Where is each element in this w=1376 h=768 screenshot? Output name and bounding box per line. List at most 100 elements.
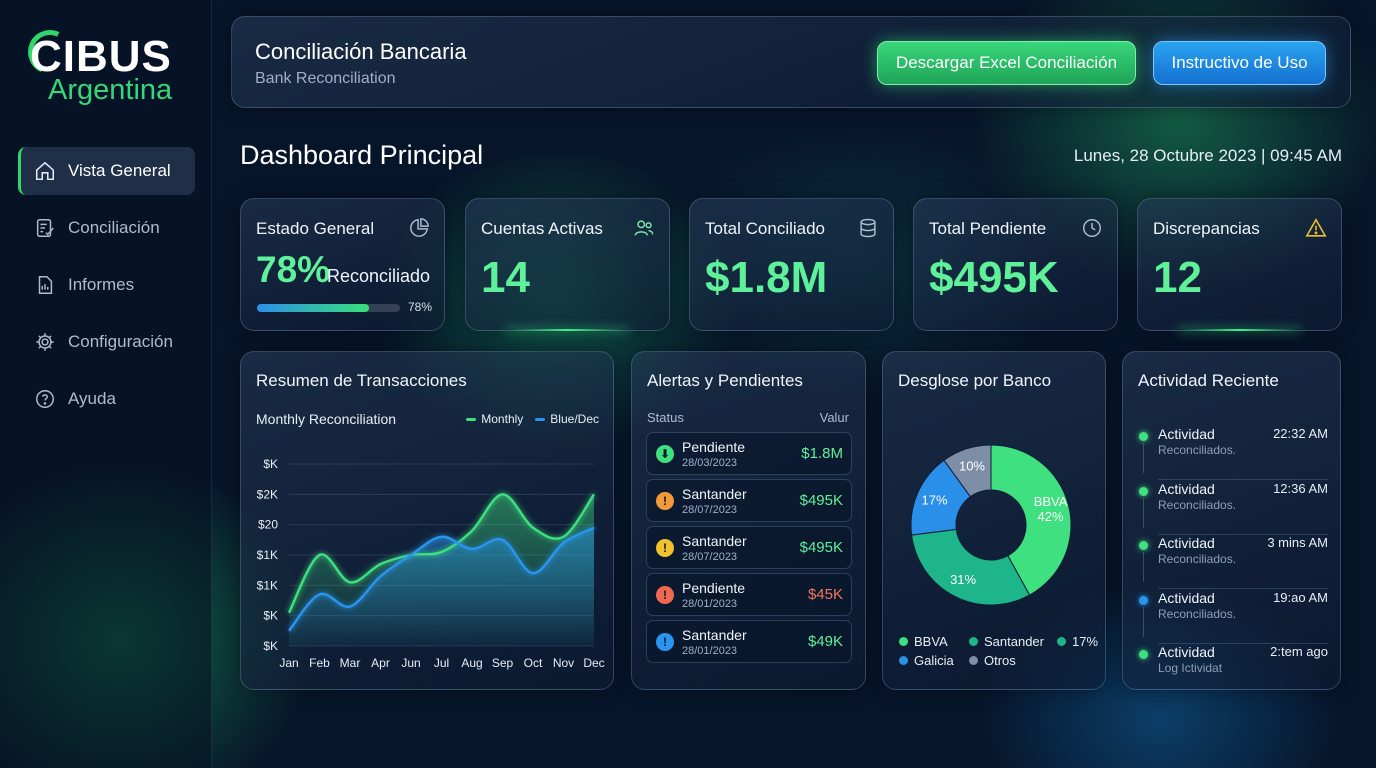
donut-slice-bbva[interactable]: [990, 444, 1072, 596]
alert-row[interactable]: ⬇ Pendiente 28/03/2023 $1.8M: [646, 432, 852, 475]
activity-time: 2:tem ago: [1270, 644, 1328, 659]
legend-item: Galicia: [899, 653, 954, 668]
series-line-monthly[interactable]: [287, 493, 595, 614]
y-tick-label: $K: [263, 639, 278, 653]
donut-slice-label: 31%: [950, 572, 976, 587]
alert-row[interactable]: ! Santander 28/07/2023 $495K: [646, 526, 852, 569]
donut-slice-santander[interactable]: [911, 528, 1031, 606]
donut-slice-label: 10%: [959, 459, 985, 474]
brand-logo[interactable]: CIBUS Argentina: [21, 23, 188, 110]
series-line-blue-dec[interactable]: [288, 526, 595, 632]
donut-slice-label: 17%: [922, 493, 948, 508]
help-icon: [36, 390, 54, 408]
kpi-card-discrepancias[interactable]: Discrepancias 12: [1137, 198, 1342, 331]
activity-time: 19:ao AM: [1273, 589, 1328, 605]
header-bar: Conciliación Bancaria Bank Reconciliatio…: [231, 16, 1351, 108]
activity-time: 3 mins AM: [1267, 535, 1328, 550]
activity-title: Actividad: [1158, 426, 1215, 442]
alert-date: 28/07/2023: [682, 504, 738, 516]
progress-bar: [257, 304, 400, 312]
divider: [1158, 479, 1328, 480]
activity-time: 22:32 AM: [1273, 426, 1328, 441]
status-dot: [1139, 486, 1148, 496]
pie-chart-icon: [410, 218, 429, 237]
legend-item-monthly[interactable]: Monthly: [466, 412, 523, 426]
sidebar-item-vista-general[interactable]: Vista General: [18, 147, 195, 195]
kpi-value: 14: [481, 253, 530, 302]
bank-breakdown-panel: Desglose por Banco BBVA 42% 31% 17% 10% BBVA…: [882, 351, 1106, 690]
activity-item[interactable]: Actividad Log Ictividat 2:tem ago: [1123, 644, 1342, 698]
timeline-line: [1143, 443, 1144, 473]
alerts-table-header: Status Valur: [647, 410, 849, 425]
y-tick-label: $2K: [257, 487, 278, 501]
card-glow: [506, 329, 629, 331]
status-dot: [1139, 432, 1148, 441]
divider: [1158, 588, 1328, 589]
activity-item[interactable]: Actividad Reconciliados. 19:ao AM: [1123, 590, 1342, 644]
activity-item[interactable]: Actividad Reconciliados. 3 mins AM: [1123, 535, 1342, 589]
legend-item-blue-dec[interactable]: Blue/Dec: [535, 412, 599, 426]
x-tick-label: Mar: [340, 656, 361, 670]
kpi-card-total-pendiente[interactable]: Total Pendiente $495K: [913, 198, 1118, 331]
alert-value: $495K: [799, 492, 843, 509]
y-tick-label: $1K: [257, 578, 278, 592]
activity-item[interactable]: Actividad Reconciliados. 12:36 AM: [1123, 481, 1342, 535]
sidebar-item-ayuda[interactable]: Ayuda: [18, 375, 195, 423]
kpi-label: Total Conciliado: [705, 219, 826, 238]
panel-title: Alertas y Pendientes: [647, 371, 803, 390]
kpi-card-estado-general[interactable]: Estado General 78% Reconciliado 78%: [240, 198, 445, 331]
sidebar-item-informes[interactable]: Informes: [18, 261, 195, 309]
y-tick-label: $K: [263, 609, 278, 623]
alert-date: 28/03/2023: [682, 457, 738, 469]
x-tick-label: Jun: [401, 656, 420, 670]
home-icon: [35, 161, 55, 181]
status-dot: [1139, 541, 1148, 550]
donut-slice-label: BBVA: [1034, 494, 1068, 509]
alert-name: Santander: [682, 627, 747, 643]
alert-name: Pendiente: [682, 439, 746, 455]
page-title: Dashboard Principal: [240, 140, 484, 170]
chart-subtitle: Monthly Reconciliation: [256, 411, 397, 427]
instructions-button[interactable]: Instructivo de Uso: [1153, 41, 1326, 85]
series-area-blue-dec: [289, 527, 594, 646]
card-glow: [1178, 329, 1301, 331]
alert-row[interactable]: ! Santander 28/07/2023 $495K: [646, 479, 852, 522]
sidebar-item-conciliacion[interactable]: Conciliación: [18, 204, 195, 252]
kpi-card-total-conciliado[interactable]: Total Conciliado $1.8M: [689, 198, 894, 331]
timeline-line: [1143, 497, 1144, 528]
donut-slice-otros[interactable]: [943, 444, 992, 498]
alert-name: Santander: [682, 486, 747, 502]
alert-row[interactable]: ! Pendiente 28/01/2023 $45K: [646, 573, 852, 616]
x-tick-label: Nov: [553, 656, 574, 670]
transactions-panel: Resumen de Transacciones Monthly Reconci…: [240, 351, 614, 690]
x-tick-label: Oct: [524, 656, 543, 670]
activity-title: Actividad: [1158, 589, 1215, 606]
sidebar-item-configuracion[interactable]: Configuración: [18, 318, 195, 366]
activity-title: Actividad: [1158, 644, 1215, 660]
y-tick-label: $K: [263, 457, 278, 471]
alert-value: $45K: [807, 586, 843, 603]
x-tick-label: Apr: [371, 656, 390, 670]
activity-title: Actividad: [1158, 480, 1215, 497]
legend-item: Santander: [969, 634, 1044, 649]
status-dot: [1139, 650, 1148, 659]
alert-row[interactable]: ! Santander 28/01/2023 $49K: [646, 620, 852, 663]
kpi-value: $495K: [929, 253, 1059, 302]
activity-subtitle: Reconciliados.: [1158, 552, 1237, 566]
sidebar-item-label: Conciliación: [68, 218, 160, 237]
x-tick-label: Feb: [309, 656, 330, 670]
download-excel-button[interactable]: Descargar Excel Conciliación: [877, 41, 1136, 85]
chart-legend: Monthly Blue/Dec: [466, 412, 599, 426]
sidebar-item-label: Ayuda: [68, 389, 116, 408]
column-header-status: Status: [647, 410, 684, 425]
legend-item: 17%: [1057, 634, 1098, 649]
x-tick-label: Jul: [434, 656, 449, 670]
activity-item[interactable]: Actividad Reconciliados. 22:32 AM: [1123, 426, 1342, 480]
kpi-label: Estado General: [256, 219, 375, 238]
alert-date: 28/07/2023: [682, 551, 738, 563]
warning-icon: [1305, 218, 1327, 237]
kpi-card-cuentas-activas[interactable]: Cuentas Activas 14: [465, 198, 670, 331]
x-tick-label: Dec: [583, 656, 604, 670]
